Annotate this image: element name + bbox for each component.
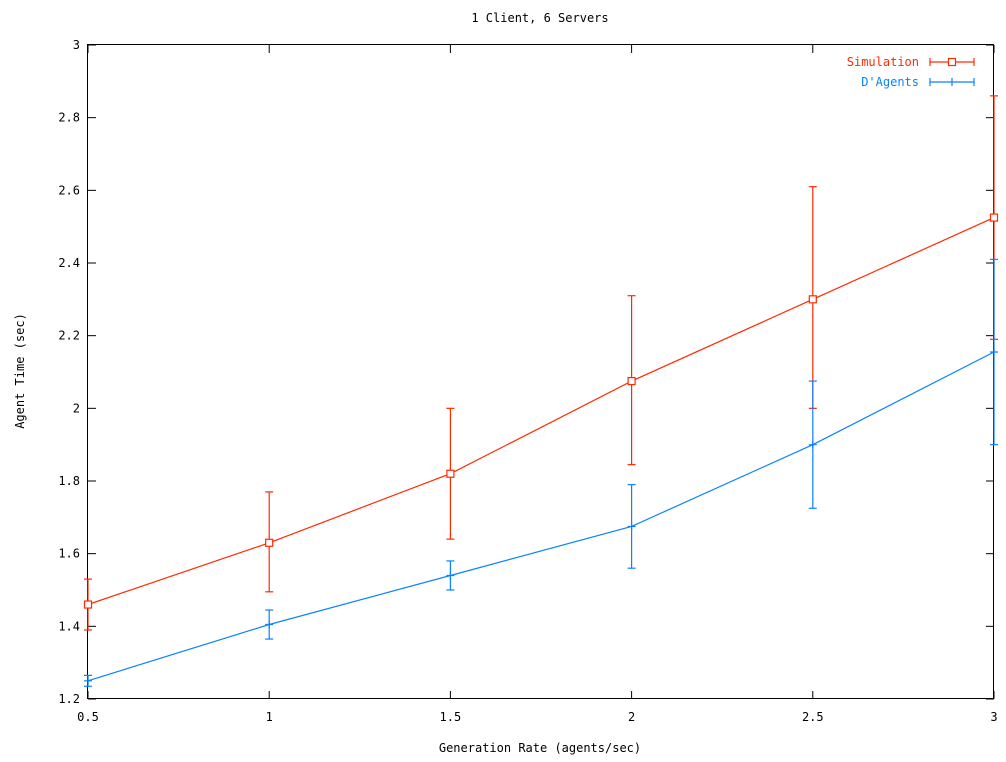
- x-axis: 0.5 1 1.5 2 2.5 3: [77, 45, 998, 724]
- data-point: [990, 348, 998, 357]
- legend-item: D'Agents: [861, 75, 975, 89]
- data-point: [83, 600, 93, 609]
- data-point: [446, 469, 455, 478]
- y-axis: 1.2 1.4 1.6 1.8 2 2.2 2.4 2.6 2.8 3: [58, 38, 994, 706]
- series-line: [87, 217, 995, 606]
- legend-item: Simulation: [847, 55, 975, 69]
- y-tick-label: 3: [73, 38, 80, 52]
- y-tick-label: 1.2: [58, 692, 80, 706]
- series-line: [87, 351, 995, 682]
- x-tick-label: 0.5: [77, 710, 99, 724]
- data-point: [446, 571, 455, 580]
- data-point: [265, 538, 274, 547]
- series-1: [84, 258, 998, 687]
- y-tick-label: 2.8: [58, 111, 80, 125]
- y-tick-label: 1.8: [58, 474, 80, 488]
- data-point: [808, 295, 817, 304]
- legend-marker: [947, 57, 957, 67]
- legend-label: D'Agents: [861, 75, 919, 89]
- plot-frame: [87, 44, 994, 699]
- legend-label: Simulation: [847, 55, 919, 69]
- series-0: [83, 95, 999, 631]
- x-tick-label: 2.5: [802, 710, 824, 724]
- chart-title: 1 Client, 6 Servers: [471, 11, 608, 25]
- x-tick-label: 2: [628, 710, 635, 724]
- y-tick-label: 2.6: [58, 183, 80, 197]
- data-point: [989, 213, 999, 222]
- y-tick-label: 2.2: [58, 329, 80, 343]
- x-tick-label: 1: [266, 710, 273, 724]
- series-layer: [83, 95, 999, 687]
- legend: Simulation D'Agents: [847, 55, 975, 89]
- x-tick-label: 1.5: [440, 710, 462, 724]
- y-tick-label: 1.6: [58, 547, 80, 561]
- y-tick-label: 1.4: [58, 619, 80, 633]
- data-point: [84, 676, 92, 685]
- y-tick-label: 2.4: [58, 256, 80, 270]
- data-point: [808, 440, 817, 449]
- data-point: [265, 620, 274, 629]
- x-axis-label: Generation Rate (agents/sec): [439, 741, 641, 755]
- data-point: [627, 522, 636, 531]
- data-point: [627, 376, 636, 386]
- y-tick-label: 2: [73, 401, 80, 415]
- x-tick-label: 3: [990, 710, 997, 724]
- y-axis-label: Agent Time (sec): [13, 313, 27, 429]
